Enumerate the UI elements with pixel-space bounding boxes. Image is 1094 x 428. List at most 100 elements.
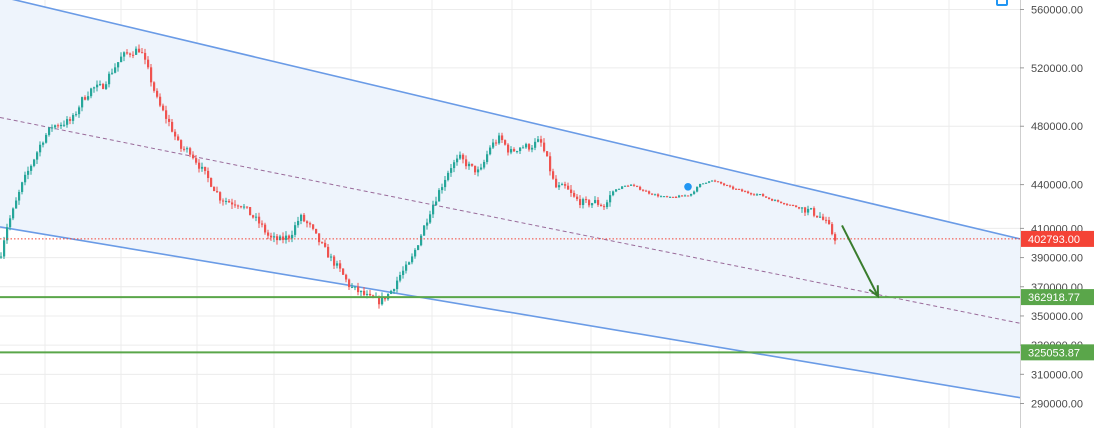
candle-body: [234, 204, 237, 206]
candle-body: [705, 182, 708, 184]
candle-body: [684, 195, 687, 197]
candle-body: [15, 200, 18, 209]
candle-body: [588, 200, 591, 206]
candle-body: [168, 118, 171, 122]
candle-body: [762, 194, 765, 197]
candle-body: [579, 199, 582, 206]
candle-body: [93, 87, 96, 89]
candle-body: [675, 197, 678, 199]
fullscreen-icon[interactable]: [996, 0, 1008, 6]
candle-body: [513, 149, 516, 152]
candle-body: [51, 127, 54, 129]
candle-body: [228, 200, 231, 203]
candle-body: [630, 184, 633, 186]
candle-body: [345, 274, 348, 280]
candle-body: [333, 256, 336, 266]
candle-body: [309, 223, 312, 225]
candle-body: [189, 148, 192, 155]
candle-body: [504, 140, 507, 145]
candle-body: [711, 180, 714, 182]
candle-body: [273, 236, 276, 238]
candle-body: [558, 185, 561, 188]
candle-body: [255, 216, 258, 218]
candle-body: [378, 296, 381, 305]
candle-body: [144, 52, 147, 60]
candle-body: [411, 256, 414, 263]
candle-body: [756, 194, 759, 196]
candle-body: [594, 199, 597, 204]
candle-body: [672, 196, 675, 198]
candle-body: [420, 235, 423, 246]
candle-body: [729, 185, 732, 187]
candle-body: [213, 186, 216, 192]
candle-body: [606, 202, 609, 208]
candle-body: [408, 262, 411, 265]
candle-body: [825, 219, 828, 221]
candle-body: [24, 174, 27, 183]
candle-body: [456, 158, 459, 163]
target-arrow-head: [868, 285, 880, 299]
candle-body: [87, 96, 90, 100]
candle-body: [633, 184, 636, 186]
candle-body: [396, 280, 399, 290]
candle-body: [561, 184, 564, 186]
candle-body: [45, 134, 48, 143]
candle-body: [138, 48, 141, 53]
candle-body: [585, 199, 588, 201]
candle-body: [282, 236, 285, 240]
candle-body: [444, 179, 447, 188]
candle-body: [516, 151, 519, 153]
candle-body: [750, 193, 753, 195]
candle-body: [522, 147, 525, 149]
candle-body: [681, 195, 684, 197]
candle-body: [153, 82, 156, 91]
candle-body: [582, 199, 585, 206]
candle-body: [609, 195, 612, 203]
candle-body: [141, 52, 144, 54]
candle-body: [663, 196, 666, 198]
candle-body: [159, 96, 162, 106]
candle-body: [225, 200, 228, 202]
candle-body: [162, 105, 165, 111]
candle-body: [801, 207, 804, 209]
candle-body: [651, 193, 654, 195]
candle-body: [246, 206, 249, 208]
candle-body: [441, 187, 444, 191]
candle-body: [81, 97, 84, 108]
candle-body: [438, 190, 441, 202]
candle-body: [723, 183, 726, 186]
candle-body: [795, 205, 798, 208]
candle-body: [573, 192, 576, 197]
candle-body: [21, 182, 24, 192]
candle-body: [147, 59, 150, 68]
candle-body: [810, 208, 813, 210]
candle-body: [540, 139, 543, 143]
candle-body: [270, 235, 273, 238]
candle-body: [816, 215, 819, 218]
candle-body: [471, 163, 474, 166]
candle-body: [120, 56, 123, 63]
candle-body: [477, 169, 480, 173]
candle-body: [57, 125, 60, 127]
candle-body: [240, 206, 243, 208]
candle-body: [432, 205, 435, 215]
candle-body: [465, 159, 468, 167]
candle-body: [132, 54, 135, 56]
candle-body: [303, 214, 306, 222]
candle-body: [783, 203, 786, 205]
tick-label: 310000.00: [1031, 369, 1083, 381]
candle-body: [219, 192, 222, 201]
candle-body: [618, 188, 621, 190]
candle-body: [510, 149, 513, 153]
candle-body: [357, 286, 360, 293]
candle-body: [519, 147, 522, 152]
candle-body: [657, 194, 660, 197]
candle-body: [615, 189, 618, 192]
candle-body: [297, 220, 300, 226]
candle-body: [741, 189, 744, 192]
candle-body: [774, 200, 777, 202]
candle-body: [186, 148, 189, 150]
candle-body: [165, 110, 168, 119]
candle-body: [48, 127, 51, 135]
candle-body: [330, 256, 333, 258]
